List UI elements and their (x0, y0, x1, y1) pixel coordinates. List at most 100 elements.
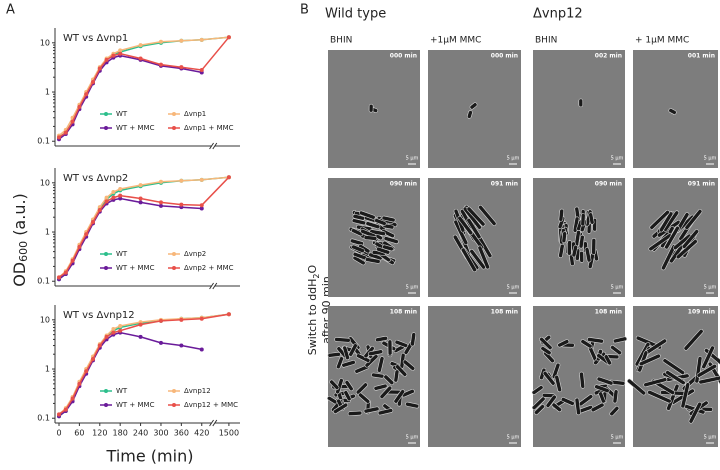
cell (352, 255, 366, 266)
cell (696, 363, 717, 378)
data-point (63, 407, 68, 412)
legend-label: Δvnp1 + MMC (184, 124, 234, 132)
data-point (63, 130, 68, 135)
data-point (70, 119, 75, 124)
legend-marker (104, 126, 108, 130)
cell (351, 244, 365, 253)
timestamp: 002 min (595, 53, 622, 60)
cell (469, 249, 486, 270)
scale-bar-label: 5 μm (704, 156, 717, 162)
cell (377, 356, 385, 373)
data-point (84, 92, 89, 97)
cell (393, 369, 400, 383)
y-label-main: OD (10, 262, 29, 287)
cell (558, 243, 565, 258)
data-point (179, 38, 184, 43)
cell (683, 329, 704, 351)
cell (545, 394, 557, 408)
data-point (57, 135, 61, 140)
axis-break (209, 419, 214, 427)
data-point (90, 356, 95, 361)
cell (347, 410, 363, 417)
cells (327, 332, 420, 417)
cell (567, 240, 572, 256)
data-point (104, 334, 109, 339)
cell (342, 345, 350, 360)
cell (594, 384, 610, 393)
data-point (138, 322, 143, 327)
cell (579, 250, 585, 263)
group-title: Wild type (325, 7, 386, 22)
panel-label: A (6, 3, 15, 18)
scale-bar-label: 5 μm (406, 285, 419, 291)
cells (578, 98, 584, 108)
legend-label: WT (116, 110, 128, 118)
row-label: Switch to ddH2O (306, 264, 321, 355)
data-point (77, 104, 82, 109)
data-point (118, 51, 123, 56)
cell (466, 218, 482, 240)
data-point (226, 312, 231, 317)
scale-bar-label: 5 μm (406, 435, 419, 441)
cell (358, 392, 371, 404)
cell (363, 235, 378, 241)
y-tick-label: 10 (40, 315, 50, 324)
cell (658, 211, 674, 233)
data-point (97, 208, 102, 213)
cell (369, 229, 386, 236)
cell (561, 231, 567, 244)
series-line (58, 313, 230, 415)
y-tick-label: 1 (45, 228, 50, 237)
cell (587, 337, 604, 344)
row-label-sub: 2 (312, 273, 321, 278)
data-point (199, 347, 204, 352)
axis-break (209, 282, 214, 290)
data-point (57, 412, 61, 417)
data-point (226, 35, 231, 40)
axis-break (212, 282, 218, 290)
cell (341, 360, 356, 368)
cell (344, 380, 354, 392)
cells (668, 108, 677, 115)
scale-bar-label: 5 μm (507, 285, 520, 291)
cell (460, 247, 477, 273)
legend-label: WT + MMC (116, 264, 155, 272)
cell (665, 370, 686, 386)
cell (381, 229, 395, 239)
y-label-sub: 600 (17, 241, 30, 262)
y-tick-label: 0.1 (37, 277, 50, 286)
data-point (90, 79, 95, 84)
legend-label: Δvnp12 + MMC (184, 401, 238, 409)
series-line (58, 313, 229, 415)
cell (466, 206, 486, 227)
data-point (97, 343, 102, 348)
cell (348, 343, 358, 357)
cell (560, 397, 575, 406)
cells (648, 209, 703, 271)
legend-label: Δvnp1 (184, 110, 206, 118)
legend-marker (172, 266, 176, 270)
panel-label: B (300, 3, 309, 18)
column-header: + 1μM MMC (635, 36, 689, 46)
data-point (158, 318, 163, 323)
legend-marker (172, 389, 176, 393)
cell (478, 205, 497, 226)
data-point (111, 195, 116, 200)
y-tick-label: 10 (40, 38, 50, 47)
cell (584, 247, 592, 263)
legend-marker (104, 252, 108, 256)
cell (469, 102, 478, 110)
data-point (111, 330, 116, 335)
cell (387, 339, 393, 356)
data-point (111, 53, 116, 58)
y-label-rest: (a.u.) (10, 193, 29, 241)
cell (329, 379, 340, 390)
cell (668, 108, 677, 115)
legend-label: Δvnp12 (184, 387, 211, 395)
cell (661, 244, 677, 271)
data-point (118, 186, 123, 191)
cell (596, 376, 614, 386)
axis-break (212, 142, 218, 150)
data-point (138, 56, 143, 61)
cell (701, 345, 715, 370)
